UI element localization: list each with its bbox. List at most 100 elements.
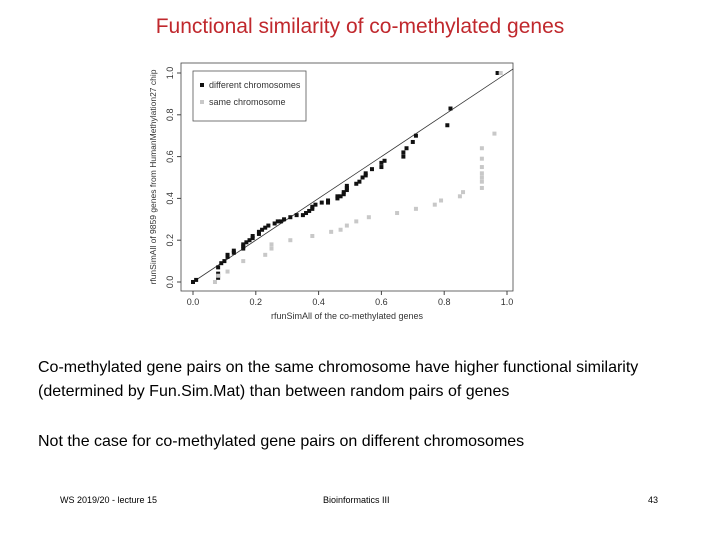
legend-box [192,70,307,122]
y-tick-label: 0.2 [165,234,175,247]
point-same-chromosome [479,175,484,180]
point-different-chromosomes [191,280,195,284]
point-same-chromosome [329,229,334,234]
paragraph-same-chromosome: Co-methylated gene pairs on the same chr… [38,359,639,400]
point-different-chromosomes [225,252,230,257]
point-different-chromosomes [307,208,312,213]
y-tick-label: 1.0 [165,67,175,80]
point-different-chromosomes [401,154,406,159]
point-same-chromosome [498,71,503,75]
point-same-chromosome [461,190,466,195]
plot-frame [180,62,514,292]
y-tick-label: 0.0 [165,276,175,289]
point-different-chromosomes [448,106,453,111]
reference-line [192,68,514,283]
point-different-chromosomes [335,194,340,199]
point-different-chromosomes [256,231,261,236]
point-same-chromosome [241,259,246,264]
point-different-chromosomes [379,165,384,170]
point-different-chromosomes [263,225,268,230]
point-different-chromosomes [335,196,340,201]
point-same-chromosome [344,223,349,228]
point-same-chromosome [413,206,418,211]
point-different-chromosomes [247,238,252,243]
point-same-chromosome [479,185,484,190]
legend-label: same chromosome [209,97,286,107]
point-different-chromosomes [278,219,283,224]
point-different-chromosomes [225,254,230,259]
legend-marker [200,83,204,87]
point-same-chromosome [216,273,221,278]
point-different-chromosomes [231,248,236,253]
x-tick-label: 0.0 [187,297,200,307]
point-different-chromosomes [288,215,293,220]
scatter-chart: 0.0 0.2 0.4 0.6 0.8 1.0 0.0 0.2 0.4 0.6 0.8 1.0 rfun… [148,62,514,321]
point-different-chromosomes [313,202,318,207]
legend-label: different chromosomes [209,80,301,90]
point-different-chromosomes [357,179,362,184]
point-different-chromosomes [282,217,287,222]
point-different-chromosomes [338,194,343,199]
point-different-chromosomes [216,265,221,270]
point-different-chromosomes [344,185,349,190]
paragraph-different-chromosome: Not the case for co-methylated gene pair… [38,433,525,450]
point-same-chromosome [492,131,497,136]
x-tick-label: 0.4 [312,297,325,307]
legend-marker [200,100,204,104]
point-different-chromosomes [250,236,255,241]
footer-center: Bioinformatics III [323,495,390,505]
y-tick-label: 0.4 [165,192,175,205]
point-different-chromosomes [326,200,331,205]
y-tick-label: 0.6 [165,150,175,163]
point-different-chromosomes [341,192,346,197]
point-different-chromosomes [401,150,406,155]
page-number: 43 [648,495,659,505]
point-different-chromosomes [216,271,221,276]
point-same-chromosome [439,198,444,203]
point-different-chromosomes [341,190,346,195]
point-different-chromosomes [410,139,415,144]
point-different-chromosomes [445,123,450,128]
point-same-chromosome [479,165,484,170]
point-same-chromosome [395,211,400,216]
point-same-chromosome [263,252,268,257]
point-different-chromosomes [250,234,255,239]
slide-title: Functional similarity of co-methylated g… [155,15,565,38]
x-tick-label: 0.8 [438,297,451,307]
point-different-chromosomes [294,213,299,218]
point-different-chromosomes [231,250,236,255]
point-different-chromosomes [344,188,349,193]
point-different-chromosomes [241,242,246,247]
point-same-chromosome [479,171,484,176]
point-different-chromosomes [244,240,249,245]
point-different-chromosomes [363,171,368,176]
point-different-chromosomes [495,71,500,75]
point-different-chromosomes [272,221,277,226]
point-different-chromosomes [241,246,246,251]
point-same-chromosome [479,156,484,161]
point-same-chromosome [479,179,484,184]
point-same-chromosome [338,227,343,232]
point-different-chromosomes [266,223,271,228]
point-different-chromosomes [304,211,309,216]
point-different-chromosomes [256,229,261,234]
point-different-chromosomes [275,219,280,224]
point-different-chromosomes [260,227,265,232]
point-same-chromosome [212,280,217,284]
point-different-chromosomes [219,261,224,266]
point-different-chromosomes [310,206,315,211]
point-same-chromosome [479,146,484,151]
x-tick-label: 0.2 [250,297,263,307]
point-same-chromosome [354,219,359,224]
point-different-chromosomes [216,275,221,280]
footer-course: WS 2019/20 - lecture 15 [60,495,158,505]
point-different-chromosomes [363,173,368,178]
point-different-chromosomes [222,259,227,264]
point-same-chromosome [288,238,293,243]
point-different-chromosomes [360,175,365,180]
point-same-chromosome [457,194,462,199]
point-different-chromosomes [194,277,199,282]
point-different-chromosomes [319,200,324,205]
point-same-chromosome [225,269,230,274]
